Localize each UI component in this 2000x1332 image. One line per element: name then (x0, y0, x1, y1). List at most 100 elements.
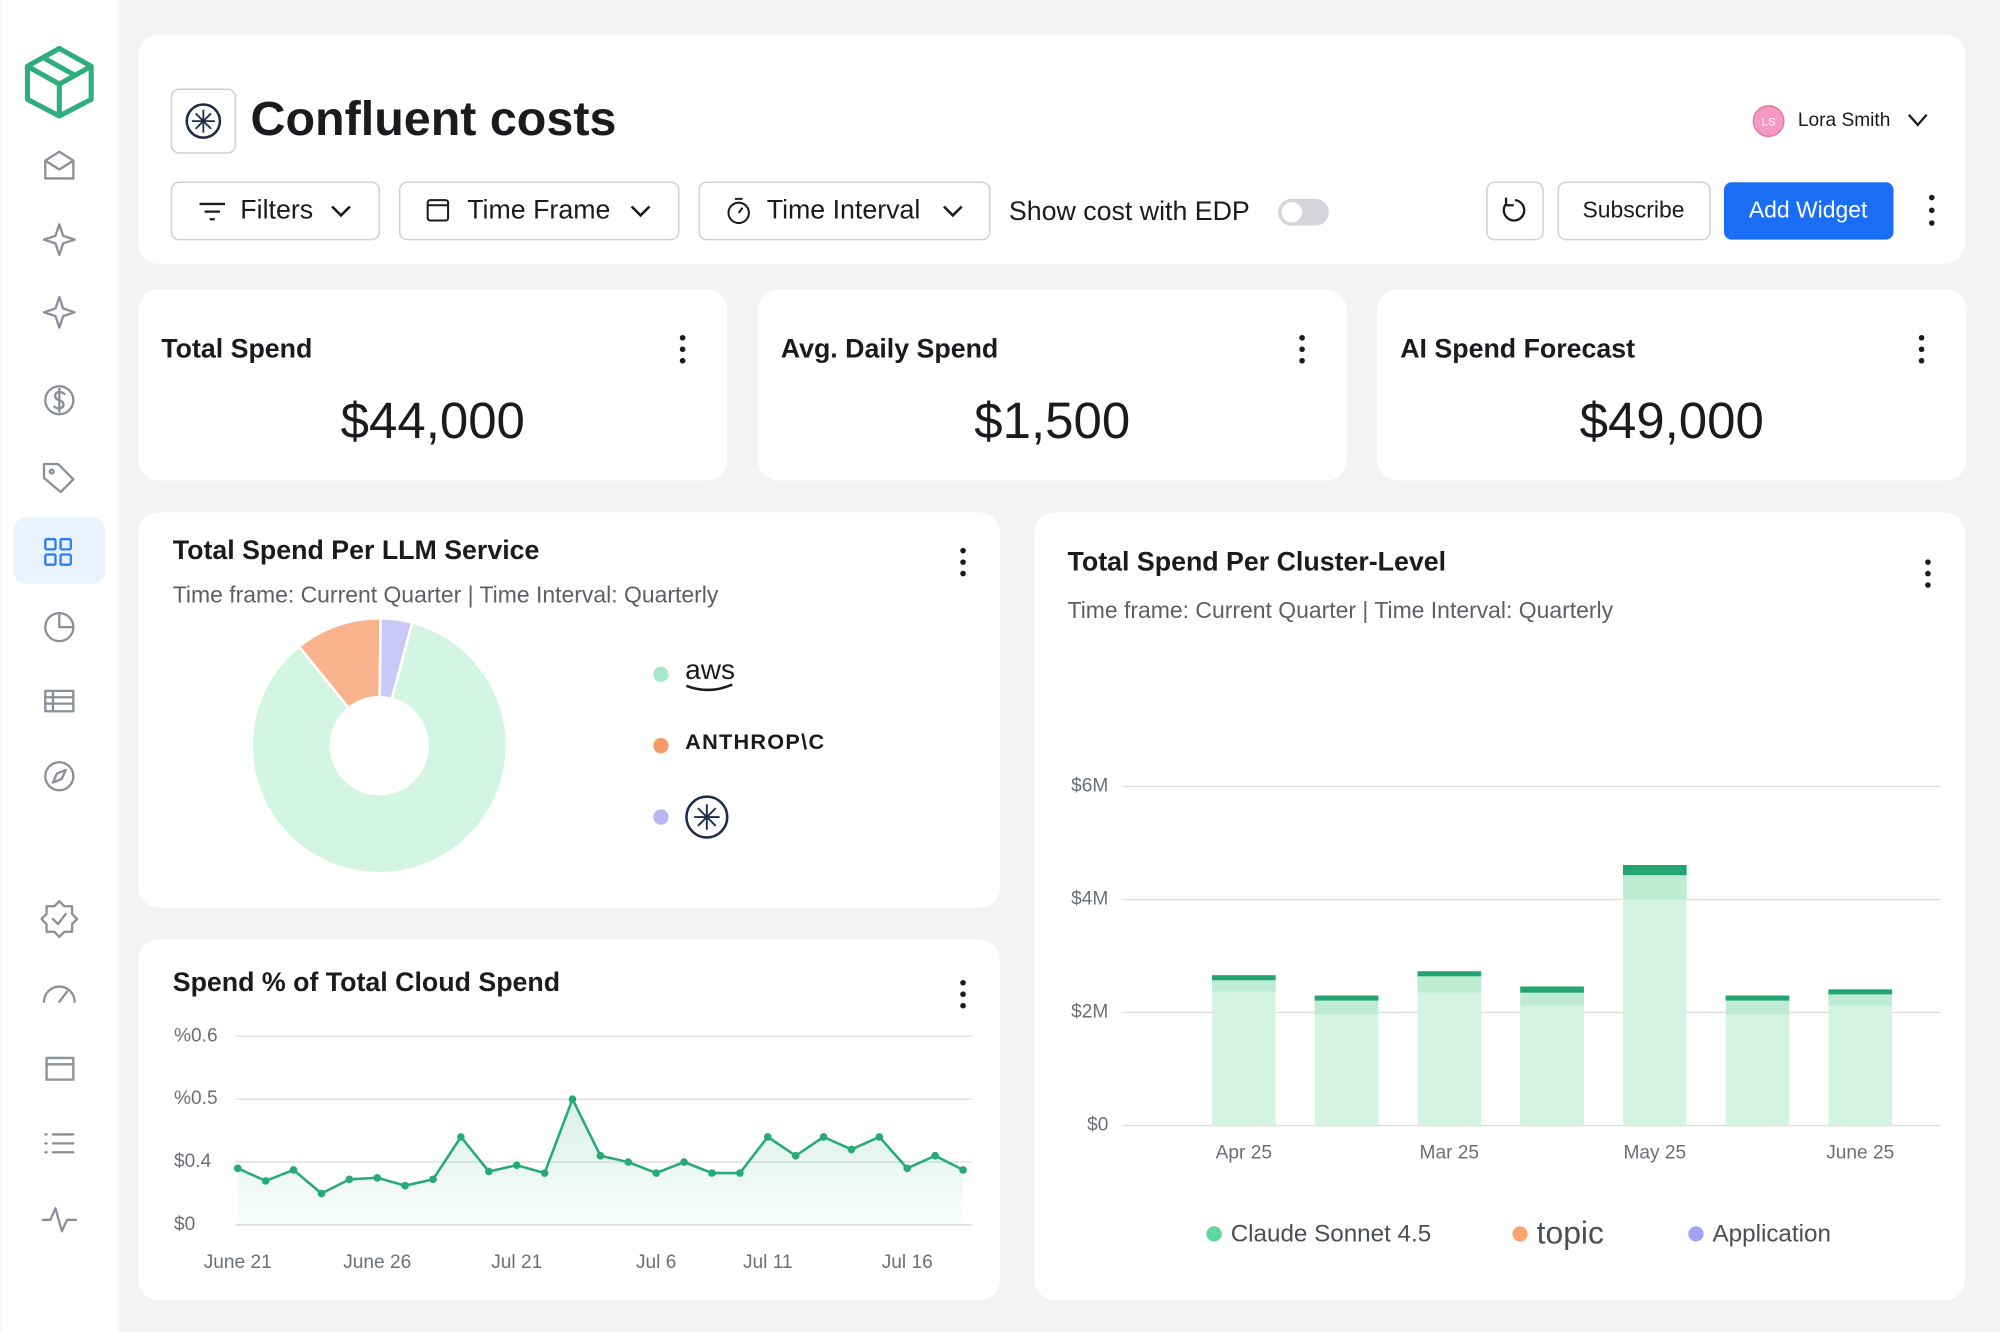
bar-segment (1622, 875, 1687, 900)
line-point (596, 1151, 605, 1160)
dot (679, 334, 686, 341)
chart-title: Spend % of Total Cloud Spend (173, 967, 560, 997)
more-menu[interactable] (960, 547, 966, 577)
nav-icons[interactable] (40, 150, 79, 1233)
legend-label: Application (1713, 1221, 1831, 1248)
filters-label: Filters (240, 195, 313, 225)
x-tick-label: Jul 21 (491, 1252, 542, 1273)
dot (960, 559, 966, 565)
nav-active[interactable] (13, 517, 106, 584)
bar-segment (1725, 1014, 1790, 1126)
line-point (484, 1167, 493, 1176)
calendar-icon (426, 199, 450, 222)
x-tick-label: Jul 16 (882, 1252, 933, 1273)
y-tick-label: $0 (1087, 1115, 1108, 1136)
kpi-label: Avg. Daily Spend (781, 334, 999, 364)
line-point (791, 1151, 800, 1160)
dot (1299, 334, 1305, 341)
kpi-label: Total Spend (161, 334, 312, 364)
confluent-logo (185, 103, 222, 139)
y-tick-label: $6M (1071, 776, 1108, 797)
refresh-button[interactable] (1486, 181, 1544, 241)
line-area (237, 1099, 964, 1225)
bar-segment (1417, 971, 1482, 977)
line-point (401, 1181, 409, 1190)
dot (1918, 346, 1925, 353)
line-point (847, 1145, 856, 1154)
more-menu[interactable] (1299, 334, 1305, 364)
x-tick-label: Jul 6 (636, 1252, 676, 1273)
legend-label: topic (1537, 1215, 1604, 1251)
caret (943, 205, 963, 218)
bar-segment (1314, 1014, 1379, 1126)
filter-icon (199, 202, 226, 221)
bar-segment (1725, 1000, 1790, 1015)
confluent-legend-mark (694, 804, 720, 830)
x-tick-label: May 25 (1623, 1143, 1686, 1164)
x-tick-label: Jul 11 (743, 1252, 793, 1273)
line-point (708, 1169, 716, 1177)
bar-segment (1520, 992, 1584, 1006)
add-widget-button[interactable] (1723, 182, 1894, 240)
user-avatar[interactable] (1752, 105, 1785, 138)
more-menu[interactable] (679, 334, 686, 364)
pie-slice (250, 620, 508, 875)
refresh-icon (1502, 197, 1526, 222)
x-tick-label: June 25 (1826, 1143, 1894, 1164)
line-point (373, 1173, 382, 1182)
confluent-mark (191, 109, 215, 133)
bar-segment (1211, 975, 1276, 981)
dot (679, 357, 686, 364)
filters-button[interactable] (170, 181, 381, 241)
line-point (624, 1158, 633, 1166)
more-menu[interactable] (1918, 334, 1925, 364)
bar-segment (1211, 991, 1276, 1126)
caret (331, 205, 351, 218)
pie-slice (378, 616, 414, 701)
chart-title: Total Spend Per LLM Service (173, 535, 540, 565)
nav-dashboard-icon (44, 538, 72, 566)
legend-marker (1688, 1226, 1704, 1242)
more-menu[interactable] (1928, 194, 1935, 226)
dot (1925, 582, 1931, 588)
dot (960, 979, 966, 986)
dot (960, 547, 966, 554)
time-interval-button[interactable] (698, 181, 991, 241)
dot (1299, 346, 1305, 353)
legend-marker (653, 666, 669, 682)
dot (1918, 357, 1925, 364)
y-tick-label: $0 (174, 1214, 195, 1235)
dot (1299, 357, 1305, 364)
dot (1925, 559, 1931, 565)
dot (960, 570, 966, 577)
legend-marker (653, 738, 669, 754)
more-menu[interactable] (960, 979, 966, 1009)
timer-icon (727, 201, 750, 225)
caret (630, 205, 651, 218)
bar-segment (1828, 989, 1893, 995)
line-point (903, 1164, 912, 1173)
line-point (345, 1175, 354, 1184)
line-point (289, 1166, 298, 1174)
y-tick-label: $0.4 (174, 1151, 212, 1172)
more-menu[interactable] (1925, 559, 1931, 588)
aws-smile (685, 683, 733, 692)
line-point (261, 1177, 270, 1185)
subscribe-button[interactable] (1557, 181, 1711, 241)
legend-marker (1206, 1226, 1222, 1242)
user-menu-caret[interactable] (1907, 113, 1928, 127)
edp-label: Show cost with EDP (1009, 196, 1250, 226)
line-point (931, 1151, 939, 1160)
line-point (512, 1161, 521, 1170)
x-tick-label: June 26 (343, 1252, 411, 1273)
time-frame-button[interactable] (398, 181, 680, 241)
dot (1918, 334, 1925, 341)
user-initials: LS (1762, 116, 1776, 128)
confluent-legend-icon (685, 795, 729, 839)
user-name[interactable]: Lora Smith (1798, 110, 1890, 131)
dot (1925, 570, 1931, 577)
card (1034, 512, 1965, 1301)
bar-segment (1725, 995, 1790, 1001)
